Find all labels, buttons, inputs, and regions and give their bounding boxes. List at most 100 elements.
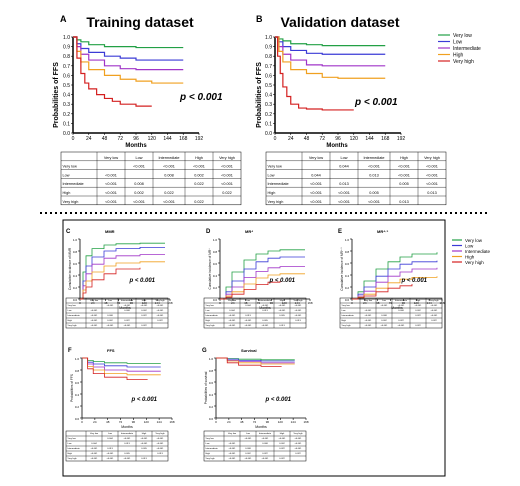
table-header-cell: High — [142, 300, 147, 302]
table-cell: <0.001 — [91, 314, 99, 317]
series-line-very-high — [73, 36, 152, 107]
table-header-cell: Intermediate — [259, 299, 272, 302]
y-tick-label: 0.5 — [265, 83, 272, 89]
table-cell: <0.001 — [157, 304, 165, 307]
table-cell: 0.022 — [194, 200, 204, 204]
y-tick-label: 0.5 — [63, 83, 70, 89]
y-tick-label: 1.0 — [265, 35, 272, 41]
table-cell: 0.044 — [245, 305, 251, 307]
table-cell: 0.013 — [279, 325, 285, 327]
panel-B-xlabel: Months — [326, 143, 348, 149]
y-tick-label: 0.0 — [73, 298, 78, 302]
x-tick-label: 168 — [381, 136, 390, 142]
table-header-cell: Very high — [155, 432, 165, 435]
panel-title: FFS — [107, 348, 115, 353]
y-tick-label: 0.8 — [345, 250, 350, 254]
y-tick-label: 0.6 — [209, 381, 214, 385]
table-cell: Intermediate — [342, 314, 355, 317]
table-cell: <0.001 — [262, 304, 270, 307]
panel-G: G Survival 0.0 0.2 0.4 0.6 0.8 1.0 0 24 48 72 96 120 1… — [202, 348, 309, 462]
legend-label: Very high — [465, 260, 484, 265]
y-tick-label: 0.2 — [73, 286, 78, 290]
panel-B-pvalue: p < 0.001 — [354, 97, 398, 108]
table-cell: Intermediate — [206, 447, 219, 450]
panel-letter: D — [206, 229, 211, 235]
table-cell: 0.013 — [369, 173, 379, 177]
panel-ylabel: Probabilities of FFS — [70, 374, 74, 402]
table-header-cell: High — [195, 156, 203, 160]
y-tick-label: 0.4 — [209, 393, 214, 397]
panel-title: Survival — [241, 348, 257, 353]
table-cell: Intermediate — [68, 314, 81, 317]
table-cell: <0.001 — [426, 165, 438, 169]
series-line-high — [220, 273, 305, 300]
bottom-frame — [62, 219, 446, 477]
table-cell: 0.005 — [399, 182, 409, 186]
series-line-high — [275, 36, 386, 79]
series-line-low — [73, 36, 184, 61]
table-cell: <0.001 — [245, 319, 253, 322]
table-cell: Very high — [342, 324, 352, 327]
table-cell: Very low — [68, 437, 77, 440]
table-cell: High — [342, 320, 347, 322]
legend-label: Low — [465, 244, 474, 249]
x-tick-label: 144 — [291, 420, 296, 424]
y-tick-label: 0.0 — [63, 131, 70, 137]
table-cell: 0.044 — [339, 165, 349, 169]
panel-A-axes: 0.0 0.1 0.2 0.3 0.4 0.5 0.6 0.7 0.8 0.9 1.0 0 24 48 72… — [63, 35, 203, 142]
table-cell: <0.001 — [157, 314, 165, 317]
table-cell: <0.001 — [229, 457, 237, 460]
table-header-cell: Very high — [219, 156, 235, 160]
table-cell: 0.008 — [398, 310, 404, 312]
y-tick-label: 0.0 — [213, 298, 218, 302]
series-line-very-high — [82, 357, 148, 380]
y-tick-label: 0.0 — [265, 131, 272, 137]
table-header-cell: High — [416, 300, 421, 302]
panel-A-pvalue: p < 0.001 — [179, 92, 223, 103]
table-cell: <0.001 — [229, 447, 237, 450]
table-header-cell: Very high — [429, 299, 439, 302]
panel-title: MR⁴ — [245, 229, 253, 234]
table-cell: 0.013 — [107, 448, 113, 450]
legend-label: Very low — [465, 238, 483, 243]
table-cell: High — [68, 320, 73, 322]
table-cell: <0.001 — [163, 200, 175, 204]
table-cell: <0.001 — [91, 457, 99, 460]
legend-label: Intermediate — [453, 46, 481, 52]
panel-letter: G — [202, 348, 207, 354]
panel-A-table: Very low Low Intermediate High Very high Very… — [60, 151, 242, 206]
table-cell: <0.001 — [295, 447, 303, 450]
table-cell: <0.001 — [107, 452, 115, 455]
y-tick-label: 0.4 — [213, 274, 218, 278]
table-header-cell: Very low — [90, 432, 99, 435]
table-cell: <0.001 — [431, 314, 439, 317]
table-cell: 0.008 — [107, 315, 113, 317]
x-tick-label: 24 — [86, 136, 92, 142]
table-cell: High — [63, 191, 71, 195]
table-cell: High — [68, 453, 73, 455]
series-line-very-high — [80, 267, 141, 300]
series-line-very-low — [73, 36, 184, 49]
table-header-cell: High — [280, 300, 285, 302]
panel-letter: E — [338, 229, 342, 235]
table-cell: <0.001 — [124, 304, 132, 307]
x-tick-label: 48 — [106, 420, 110, 424]
table-cell: <0.001 — [398, 173, 410, 177]
x-tick-label: 24 — [227, 420, 231, 424]
y-tick-label: 0.1 — [265, 121, 272, 127]
table-header-cell: Very high — [155, 299, 165, 302]
series-line-very-low — [80, 242, 165, 300]
series-line-intermediate — [82, 357, 161, 372]
y-tick-label: 0.6 — [73, 262, 78, 266]
table-cell: <0.001 — [229, 314, 237, 317]
x-tick-label: 168 — [307, 301, 312, 305]
table-cell: 0.002 — [381, 320, 387, 322]
legend-label: Intermediate — [465, 249, 491, 254]
table-header-cell: Intermediate — [121, 432, 134, 435]
table-cell: 0.013 — [157, 453, 163, 455]
y-tick-label: 1.0 — [209, 357, 214, 361]
panel-B-table: Very low Low Intermediate High Very high Very… — [265, 151, 447, 206]
table-header-cell: Low — [246, 300, 250, 302]
table-cell: 0.013 — [141, 458, 147, 460]
table-cell: 0.008 — [134, 182, 144, 186]
